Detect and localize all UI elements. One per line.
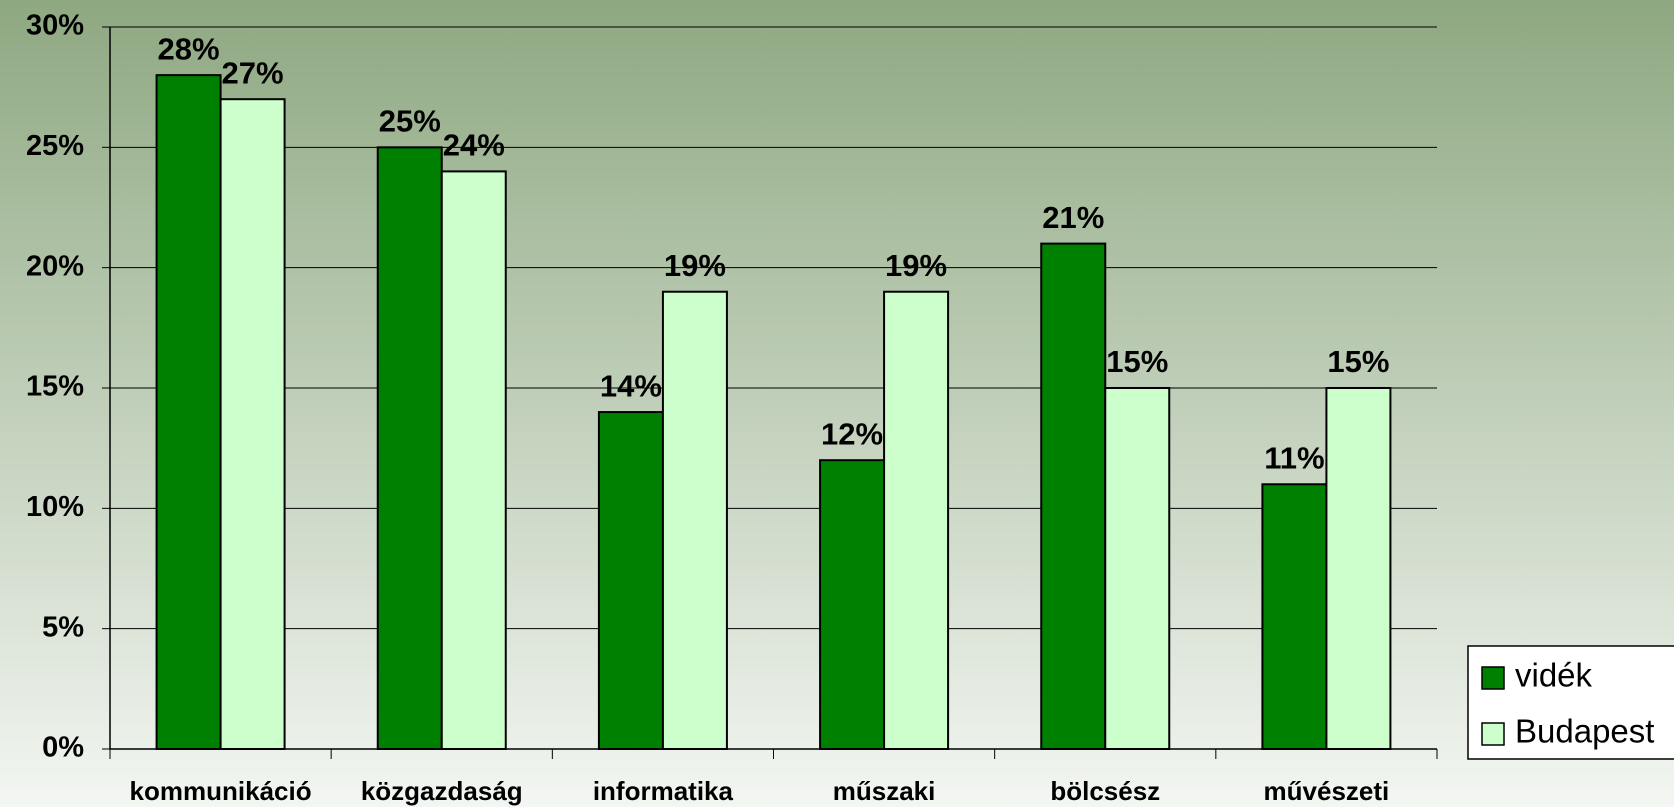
y-tick-label: 5% [42,611,84,643]
legend-swatch [1481,666,1505,690]
x-tick-label: műszaki [833,776,936,806]
x-tick-label: informatika [593,776,734,806]
y-tick-label: 15% [26,371,84,403]
bar [1261,483,1328,750]
y-tick-label: 25% [26,130,84,162]
bar [440,170,507,750]
y-tick-label: 20% [26,250,84,282]
bar [597,411,664,750]
x-tick-label: bölcsész [1050,776,1160,806]
bar [1040,242,1107,750]
legend-label: vidék [1515,657,1593,694]
bar [1104,387,1171,750]
data-label: 28% [158,31,220,66]
x-tick-label: kommunikáció [130,776,312,806]
bar [819,459,886,750]
bar [1325,387,1392,750]
bar [883,290,950,750]
bar [219,98,286,750]
x-tick-label: közgazdaság [361,776,523,806]
y-tick-label: 0% [42,732,84,764]
data-label: 14% [600,368,662,403]
data-label: 12% [821,416,883,451]
y-tick-label: 30% [26,10,84,42]
data-label: 24% [443,128,505,163]
data-label: 15% [1106,344,1168,379]
data-label: 11% [1264,440,1324,475]
legend-swatch [1481,722,1505,746]
data-label: 19% [664,248,726,283]
y-tick-label: 10% [26,491,84,523]
data-label: 25% [379,104,441,139]
data-label: 21% [1042,200,1104,235]
x-tick-label: művészeti [1264,776,1390,806]
data-label: 27% [222,55,284,90]
bar [155,74,222,750]
data-label: 15% [1327,344,1389,379]
data-label: 19% [885,248,947,283]
bar [661,290,728,750]
legend-label: Budapest [1515,713,1654,750]
bar [376,146,443,751]
